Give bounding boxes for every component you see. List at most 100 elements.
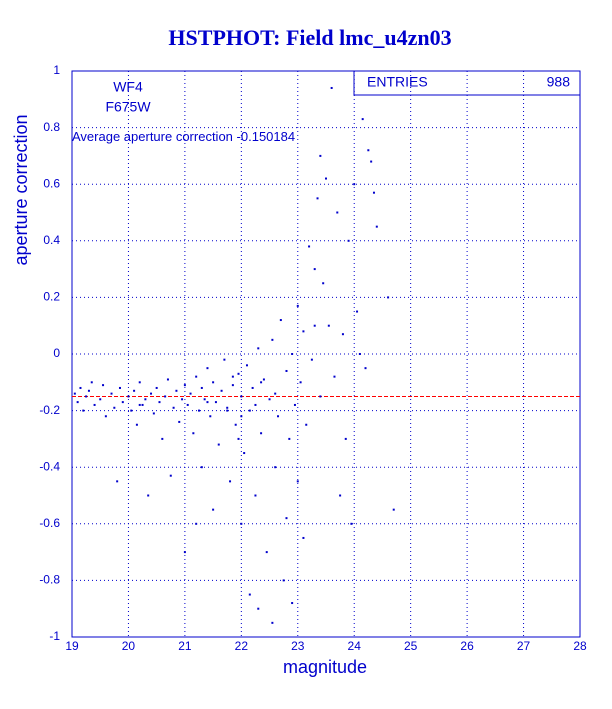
point <box>226 406 229 409</box>
point <box>214 401 217 404</box>
point <box>302 330 305 333</box>
point <box>147 494 150 497</box>
y-axis-label: aperture correction <box>11 114 31 265</box>
y-tick-label: -0.4 <box>39 459 60 473</box>
point <box>341 333 344 336</box>
x-tick-label: 27 <box>517 639 531 653</box>
y-tick-label: 0.6 <box>43 176 60 190</box>
y-tick-label: -0.2 <box>39 403 60 417</box>
point <box>279 319 282 322</box>
point <box>240 395 243 398</box>
point <box>206 401 209 404</box>
y-tick-label: 0.2 <box>43 290 60 304</box>
x-tick-label: 23 <box>291 639 305 653</box>
point <box>138 403 141 406</box>
point <box>231 384 234 387</box>
point <box>257 607 260 610</box>
point <box>203 398 206 401</box>
point <box>274 392 277 395</box>
point <box>135 423 138 426</box>
point <box>305 423 308 426</box>
point <box>370 160 373 163</box>
point <box>282 579 285 582</box>
point <box>93 403 96 406</box>
point <box>172 406 175 409</box>
point <box>356 310 359 313</box>
point <box>161 437 164 440</box>
point <box>130 409 133 412</box>
point <box>82 409 85 412</box>
y-tick-label: -1 <box>49 629 60 643</box>
point <box>285 369 288 372</box>
point <box>277 415 280 418</box>
point <box>237 437 240 440</box>
x-tick-label: 20 <box>122 639 136 653</box>
point <box>90 381 93 384</box>
point <box>127 395 130 398</box>
point <box>138 381 141 384</box>
point <box>73 392 76 395</box>
point <box>262 378 265 381</box>
point <box>234 423 237 426</box>
point <box>257 347 260 350</box>
point <box>118 386 121 389</box>
point <box>212 381 215 384</box>
point <box>336 211 339 214</box>
point <box>274 466 277 469</box>
point <box>116 480 119 483</box>
stats-value: 988 <box>547 74 571 90</box>
point <box>183 551 186 554</box>
average-value: -0.150184 <box>237 129 296 144</box>
point <box>189 392 192 395</box>
point <box>212 508 215 511</box>
point <box>350 522 353 525</box>
point <box>268 398 271 401</box>
y-tick-label: 1 <box>53 63 60 77</box>
point <box>319 154 322 157</box>
point <box>186 403 189 406</box>
point <box>104 415 107 418</box>
point <box>217 443 220 446</box>
y-tick-label: 0.4 <box>43 233 60 247</box>
point <box>183 384 186 387</box>
y-tick-label: -0.8 <box>39 573 60 587</box>
point <box>181 398 184 401</box>
point <box>296 304 299 307</box>
point <box>223 358 226 361</box>
point <box>152 412 155 415</box>
point <box>240 415 243 418</box>
x-tick-label: 28 <box>573 639 587 653</box>
point <box>198 409 200 412</box>
point <box>344 437 347 440</box>
point <box>192 432 195 435</box>
point <box>392 508 395 511</box>
point <box>291 602 294 605</box>
point <box>322 282 325 285</box>
point <box>133 389 136 392</box>
x-tick-label: 25 <box>404 639 418 653</box>
point <box>296 480 299 483</box>
point <box>99 398 102 401</box>
point <box>240 522 243 525</box>
y-tick-label: 0.8 <box>43 120 60 134</box>
point <box>155 386 158 389</box>
point <box>333 375 336 378</box>
point <box>271 338 274 341</box>
point <box>316 197 319 200</box>
point <box>339 494 342 497</box>
x-tick-label: 21 <box>178 639 192 653</box>
average-annotation: Average aperture correction -0.150184 <box>72 129 295 144</box>
point <box>327 324 330 327</box>
point <box>76 401 79 404</box>
point <box>260 381 263 384</box>
point <box>248 593 251 596</box>
point <box>302 536 305 539</box>
point <box>361 118 364 121</box>
point <box>229 480 232 483</box>
y-tick-label: 0 <box>53 346 60 360</box>
point <box>375 225 378 228</box>
point <box>353 183 356 186</box>
point <box>288 437 291 440</box>
